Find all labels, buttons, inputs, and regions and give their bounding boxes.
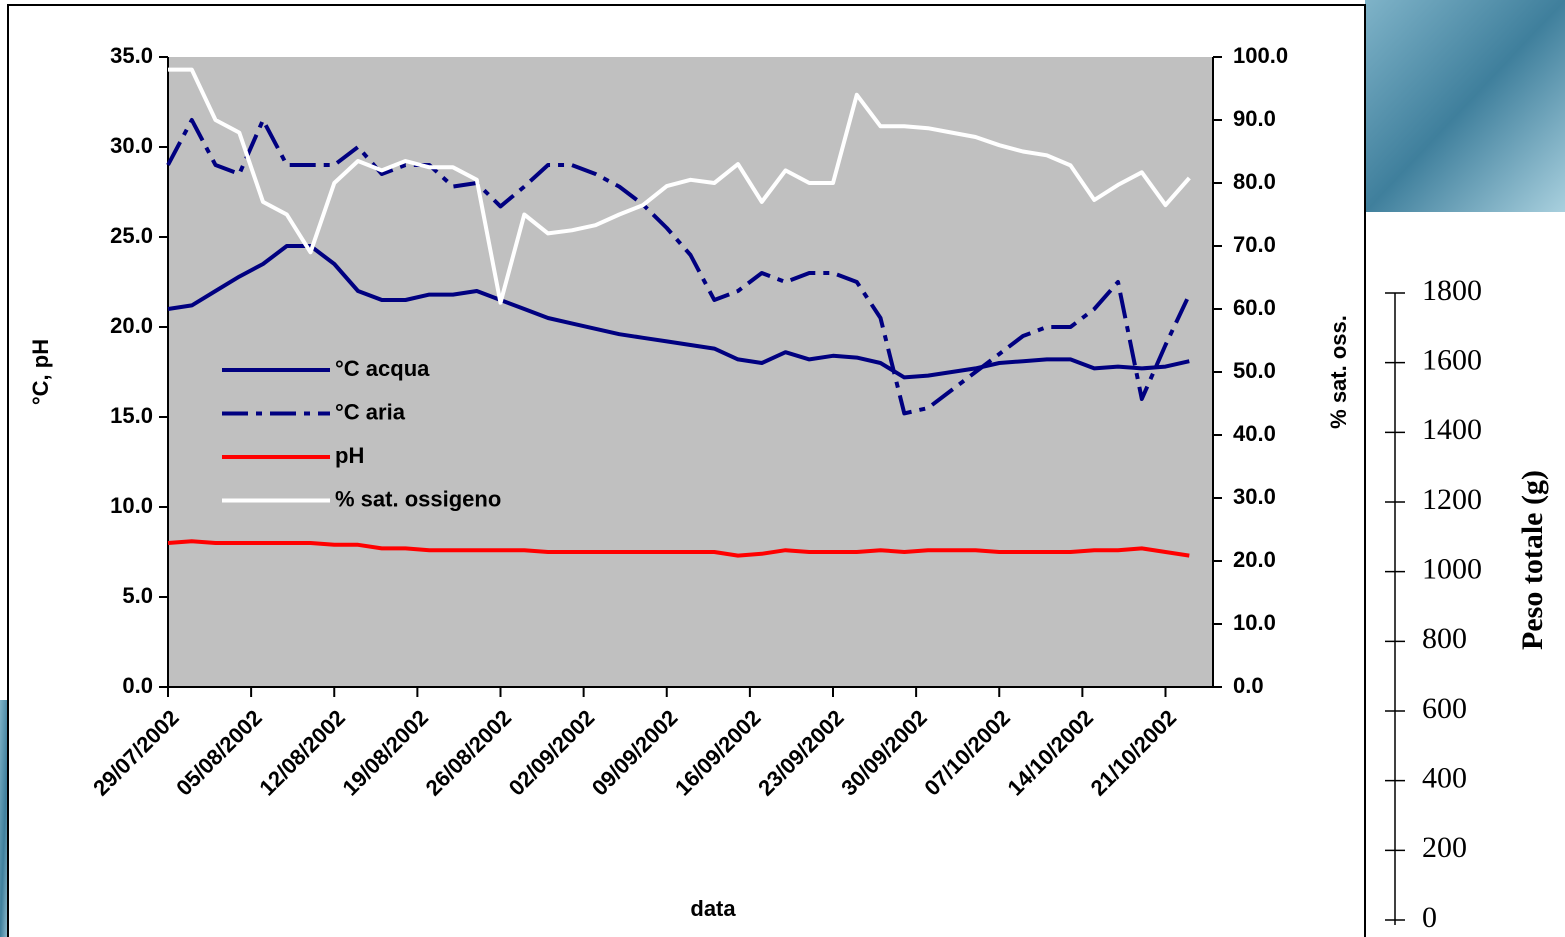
- y-tick-label: 0.0: [122, 673, 153, 698]
- side-y-tick-label: 800: [1422, 622, 1467, 655]
- y2-tick-label: 30.0: [1233, 484, 1276, 509]
- data-line: [166, 118, 1192, 416]
- y2-tick-label: 50.0: [1233, 358, 1276, 383]
- y2-tick-label: 60.0: [1233, 295, 1276, 320]
- y-tick-label: 25.0: [110, 223, 153, 248]
- data-line: [167, 244, 1190, 380]
- y2-tick-label: 90.0: [1233, 106, 1276, 131]
- legend-label: pH: [335, 443, 364, 468]
- y-tick-label: 30.0: [110, 133, 153, 158]
- data-line: [167, 539, 1190, 558]
- y-tick-label: 15.0: [110, 403, 153, 428]
- side-y-tick-label: 1000: [1422, 553, 1482, 586]
- side-y-tick-label: 200: [1422, 831, 1467, 864]
- decor-image: [1365, 0, 1565, 212]
- y2-tick-label: 100.0: [1233, 43, 1288, 68]
- decor-image: [0, 700, 10, 937]
- y2-tick-label: 20.0: [1233, 547, 1276, 572]
- y2-tick-label: 0.0: [1233, 673, 1264, 698]
- y-tick-label: 20.0: [110, 313, 153, 338]
- side-y-tick-label: 1400: [1422, 413, 1482, 446]
- y2-axis-title: % sat. oss.: [1326, 315, 1351, 429]
- side-y-tick-label: 1600: [1422, 344, 1482, 377]
- side-y-tick-label: 0: [1422, 901, 1437, 934]
- y-tick-label: 35.0: [110, 43, 153, 68]
- y2-tick-label: 40.0: [1233, 421, 1276, 446]
- y2-tick-label: 70.0: [1233, 232, 1276, 257]
- y2-tick-label: 10.0: [1233, 610, 1276, 635]
- side-axis-title: Peso totale (g): [1516, 470, 1549, 650]
- y2-tick-label: 80.0: [1233, 169, 1276, 194]
- side-y-tick-label: 1200: [1422, 483, 1482, 516]
- legend-label: % sat. ossigeno: [335, 486, 501, 511]
- side-y-tick-label: 600: [1422, 692, 1467, 725]
- x-axis-title: data: [690, 896, 736, 921]
- y-tick-label: 10.0: [110, 493, 153, 518]
- plot-area: [168, 57, 1213, 687]
- data-line: [168, 67, 1191, 305]
- y-axis-title: °C, pH: [28, 339, 53, 405]
- y-tick-label: 5.0: [122, 583, 153, 608]
- legend-label: °C acqua: [335, 356, 430, 381]
- side-y-tick-label: 1800: [1422, 274, 1482, 307]
- side-y-tick-label: 400: [1422, 762, 1467, 795]
- legend-label: °C aria: [335, 399, 406, 424]
